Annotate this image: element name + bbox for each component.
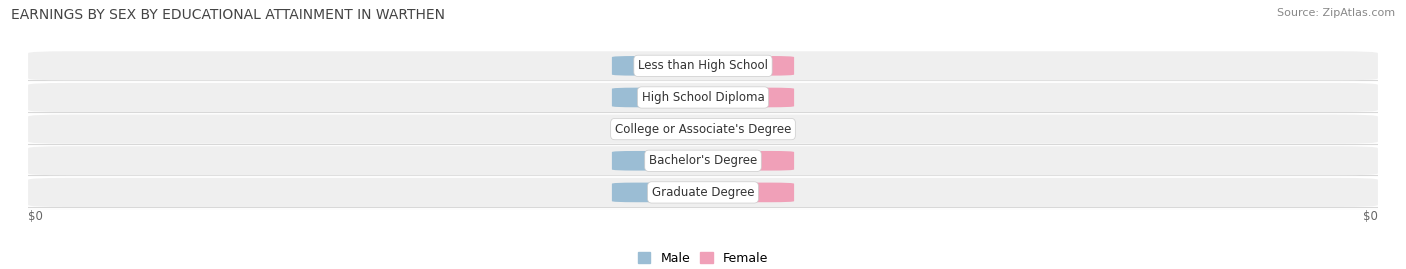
Text: $0: $0: [742, 124, 758, 134]
FancyBboxPatch shape: [612, 56, 700, 76]
FancyBboxPatch shape: [28, 115, 1378, 144]
FancyBboxPatch shape: [28, 51, 1378, 80]
FancyBboxPatch shape: [612, 183, 700, 202]
Text: $0: $0: [742, 61, 758, 71]
Text: $0: $0: [742, 93, 758, 102]
Legend: Male, Female: Male, Female: [638, 252, 768, 265]
Text: Source: ZipAtlas.com: Source: ZipAtlas.com: [1277, 8, 1395, 18]
Text: Less than High School: Less than High School: [638, 59, 768, 72]
FancyBboxPatch shape: [706, 119, 794, 139]
FancyBboxPatch shape: [706, 151, 794, 171]
FancyBboxPatch shape: [612, 88, 700, 107]
Text: $0: $0: [28, 210, 44, 224]
Text: $0: $0: [648, 124, 664, 134]
FancyBboxPatch shape: [706, 88, 794, 107]
Text: Graduate Degree: Graduate Degree: [652, 186, 754, 199]
Text: High School Diploma: High School Diploma: [641, 91, 765, 104]
Text: Bachelor's Degree: Bachelor's Degree: [650, 154, 756, 167]
Text: EARNINGS BY SEX BY EDUCATIONAL ATTAINMENT IN WARTHEN: EARNINGS BY SEX BY EDUCATIONAL ATTAINMEN…: [11, 8, 446, 22]
Text: $0: $0: [1362, 210, 1378, 224]
Text: $0: $0: [742, 156, 758, 166]
FancyBboxPatch shape: [612, 119, 700, 139]
Text: $0: $0: [648, 61, 664, 71]
Text: $0: $0: [648, 156, 664, 166]
FancyBboxPatch shape: [612, 151, 700, 171]
Text: College or Associate's Degree: College or Associate's Degree: [614, 123, 792, 136]
Text: $0: $0: [648, 93, 664, 102]
Text: $0: $0: [648, 187, 664, 197]
FancyBboxPatch shape: [706, 56, 794, 76]
FancyBboxPatch shape: [706, 183, 794, 202]
Text: $0: $0: [742, 187, 758, 197]
FancyBboxPatch shape: [28, 83, 1378, 112]
FancyBboxPatch shape: [28, 178, 1378, 207]
FancyBboxPatch shape: [28, 146, 1378, 175]
